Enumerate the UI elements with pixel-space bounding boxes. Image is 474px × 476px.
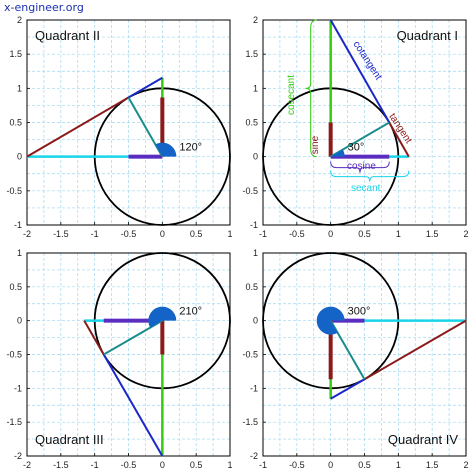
y-tick-label: -1	[250, 220, 258, 230]
angle-wedge	[155, 142, 177, 157]
quadrant-panel-1: -2 -1.5 -1 -0.5 0 0.5 1 2 1.5 1 0.5 0 -0.5 -1 120° Quad…	[6, 15, 232, 239]
angle-label: 30°	[348, 142, 365, 154]
angle-label: 120°	[179, 142, 202, 154]
y-tick-label: 1	[17, 83, 22, 93]
x-tick-label: -1	[259, 460, 267, 470]
x-tick-label: 1.5	[426, 460, 439, 470]
cotangent-line	[329, 19, 391, 123]
y-tick-label: -0.5	[6, 186, 22, 196]
x-tick-label: 0.5	[190, 460, 203, 470]
cosine-bar	[330, 318, 365, 323]
y-tick-label: 1.5	[9, 49, 22, 59]
y-tick-label: 0	[253, 316, 258, 326]
y-tick-label: 1	[253, 83, 258, 93]
x-tick-label: 0.5	[190, 229, 203, 239]
annotation-cosine: cosine	[347, 161, 376, 172]
y-tick-label: -1	[250, 383, 258, 393]
y-tick-label: 0	[253, 152, 258, 162]
x-tick-label: -0.5	[121, 229, 137, 239]
cosine-bar	[330, 154, 390, 159]
x-tick-label: 1.5	[426, 229, 439, 239]
sine-bar	[328, 122, 333, 157]
y-tick-label: -0.5	[242, 186, 258, 196]
y-tick-label: -1	[14, 220, 22, 230]
y-tick-label: -1.5	[6, 417, 22, 427]
x-tick-label: 1	[227, 460, 232, 470]
quadrant-label: Quadrant IV	[388, 432, 458, 447]
cosine-bar	[128, 154, 163, 159]
sine-bar	[160, 320, 165, 355]
y-tick-label: 2	[253, 15, 258, 25]
cotangent-line	[330, 378, 365, 400]
quadrant-panel-3: -2 -1.5 -1 -0.5 0 0.5 1 1 0.5 0 -0.5 -1 -1.5 -2 210° Qu…	[6, 248, 232, 470]
quadrant-label: Quadrant I	[397, 28, 458, 43]
cotangent-line	[127, 76, 163, 99]
x-tick-label: -0.5	[121, 460, 137, 470]
quadrant-panel-4: -1 -0.5 0 0.5 1 1.5 2 1 0.5 0 -0.5 -1 -1.5 -2 300° Quad…	[242, 248, 468, 470]
x-tick-label: 1	[227, 229, 232, 239]
sine-bar	[160, 97, 165, 157]
annotation-cotangent: cotangent	[351, 39, 384, 82]
y-tick-label: 1	[17, 248, 22, 258]
x-tick-label: 1	[396, 460, 401, 470]
x-tick-label: 0	[160, 229, 165, 239]
x-tick-label: -1.5	[53, 229, 69, 239]
annotation-secant: secant	[351, 183, 381, 194]
x-tick-label: 1	[396, 229, 401, 239]
y-tick-label: 1	[253, 248, 258, 258]
x-tick-label: -2	[23, 460, 31, 470]
y-tick-label: 0	[17, 152, 22, 162]
radius-line	[330, 121, 390, 158]
x-tick-label: -2	[23, 229, 31, 239]
y-tick-label: -0.5	[6, 350, 22, 360]
x-tick-label: 0	[328, 229, 333, 239]
tangent-line	[363, 319, 467, 381]
cosine-bar	[103, 318, 163, 323]
y-tick-label: -2	[250, 451, 258, 461]
quadrant-panel-2: -1 -0.5 0 0.5 1 1.5 2 2 1.5 1 0.5 0 -0.5 -1 30° Quadran…	[242, 15, 468, 239]
x-tick-label: -1.5	[53, 460, 69, 470]
x-tick-label: -0.5	[289, 229, 305, 239]
quadrant-label: Quadrant II	[35, 28, 100, 43]
x-tick-label: 0	[328, 460, 333, 470]
cotangent-line	[102, 354, 164, 457]
x-tick-label: -1	[259, 229, 267, 239]
y-tick-label: 0	[17, 316, 22, 326]
y-tick-label: -1	[14, 383, 22, 393]
tangent-line	[83, 320, 105, 356]
watermark: x-engineer.org	[4, 1, 84, 14]
sine-bar	[328, 320, 333, 380]
angle-wedge	[330, 149, 345, 157]
tangent-line	[388, 122, 410, 158]
annotation-sine: sine	[310, 135, 321, 154]
y-tick-label: -1.5	[242, 417, 258, 427]
cosecant-brace	[305, 19, 317, 158]
x-tick-label: -1	[91, 229, 99, 239]
angle-wedge	[148, 306, 177, 328]
y-tick-label: -0.5	[242, 350, 258, 360]
angle-label: 210°	[179, 306, 202, 318]
angle-wedge	[316, 306, 345, 335]
x-tick-label: 2	[463, 229, 468, 239]
y-tick-label: 1.5	[245, 49, 258, 59]
x-tick-label: 0.5	[358, 460, 371, 470]
x-tick-label: 0	[160, 460, 165, 470]
x-tick-label: 2	[463, 460, 468, 470]
y-tick-label: -2	[14, 451, 22, 461]
x-tick-label: 0.5	[358, 229, 371, 239]
y-tick-label: 0.5	[245, 118, 258, 128]
angle-label: 300°	[348, 306, 371, 318]
y-tick-label: 0.5	[9, 118, 22, 128]
annotation-cosecant: cosecant	[286, 75, 297, 115]
y-tick-label: 0.5	[245, 282, 258, 292]
tangent-line	[26, 96, 130, 158]
quadrant-label: Quadrant III	[35, 432, 104, 447]
x-tick-label: -0.5	[289, 460, 305, 470]
x-tick-label: -1	[91, 460, 99, 470]
y-tick-label: 0.5	[9, 282, 22, 292]
y-tick-label: 2	[17, 15, 22, 25]
